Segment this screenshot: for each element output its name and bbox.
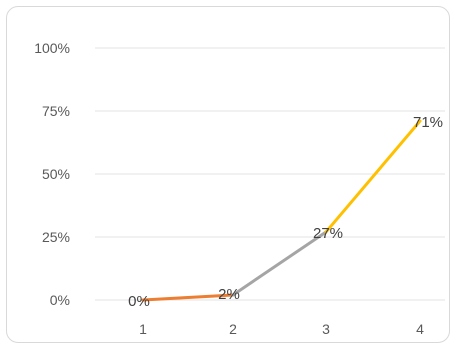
line-segment: [141, 293, 235, 302]
x-tick-label: 1: [139, 321, 147, 337]
data-label: 27%: [313, 225, 343, 242]
y-tick-label: 25%: [42, 229, 70, 245]
y-tick-label: 75%: [42, 103, 70, 119]
data-label: 71%: [413, 114, 443, 131]
x-tick-label: 3: [322, 321, 330, 337]
data-label: 0%: [128, 293, 150, 310]
y-tick-label: 0%: [50, 292, 70, 308]
x-tick-label: 4: [416, 321, 424, 337]
y-tick-label: 100%: [34, 40, 70, 56]
gridlines: [95, 47, 445, 301]
line-segment: [231, 230, 328, 297]
x-axis-tick-labels: 1 2 3 4: [139, 321, 424, 337]
line-segment: [324, 119, 422, 234]
data-labels: 0% 2% 27% 71%: [128, 114, 443, 310]
data-label: 2%: [218, 286, 240, 303]
x-tick-label: 2: [229, 321, 237, 337]
series-line: [141, 119, 422, 302]
y-tick-label: 50%: [42, 166, 70, 182]
y-axis-tick-labels: 0% 25% 50% 75% 100%: [34, 40, 70, 308]
